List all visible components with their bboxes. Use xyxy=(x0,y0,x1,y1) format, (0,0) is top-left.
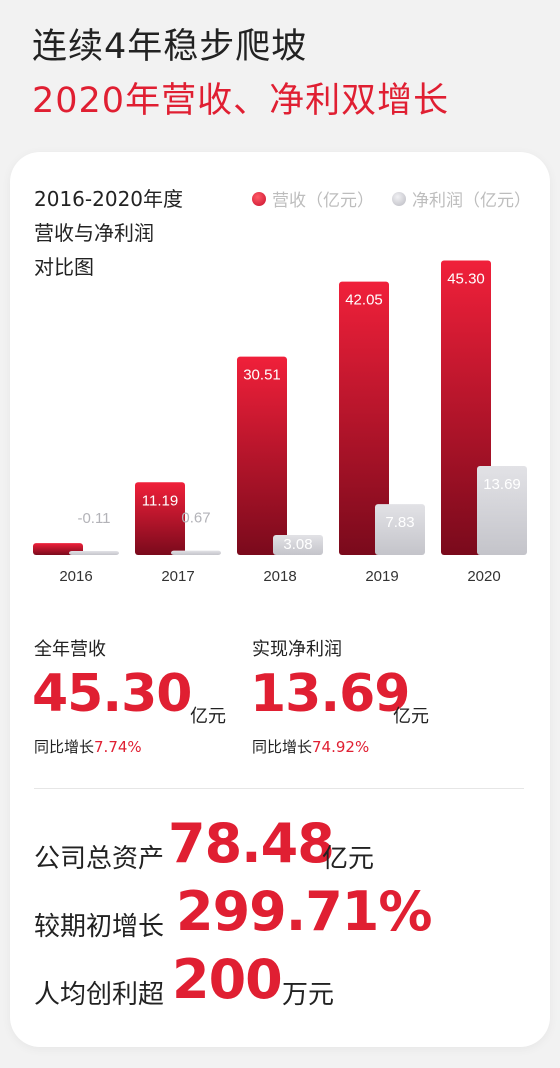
profit-bar-2020 xyxy=(477,466,527,555)
revenue-growth-prefix: 同比增长 xyxy=(34,738,95,756)
revenue-value-label-2017: 11.19 xyxy=(142,492,178,509)
revenue-value-label-2019: 42.05 xyxy=(345,292,383,309)
profit-growth: 同比增长74.92% xyxy=(252,736,369,757)
profit-bar-2018 xyxy=(273,534,323,555)
revenue-bar-2019 xyxy=(339,281,389,555)
legend-profit-dot xyxy=(392,191,406,206)
profit-value-label-2017: 0.67 xyxy=(181,510,210,527)
revenue-label: 全年营收 xyxy=(34,639,106,660)
profit-value-label-2016: -0.11 xyxy=(77,510,110,527)
x-tick-2018: 2018 xyxy=(263,568,296,585)
total-assets-unit: 亿元 xyxy=(322,844,375,874)
legend-revenue-dot xyxy=(252,191,266,206)
revenue-growth: 同比增长7.74% xyxy=(34,736,142,757)
asset-growth-value: 299.71% xyxy=(176,880,432,943)
revenue-value: 45.30 xyxy=(32,664,192,724)
profit-value-label-2018: 3.08 xyxy=(283,536,312,553)
x-tick-2017: 2017 xyxy=(161,568,194,585)
legend-revenue-label: 营收（亿元） xyxy=(272,191,374,211)
per-capita-label: 人均创利超 xyxy=(34,980,165,1010)
per-capita-value: 200 xyxy=(172,948,283,1011)
total-assets-label: 公司总资产 xyxy=(34,844,165,874)
x-tick-2020: 2020 xyxy=(467,568,500,585)
profit-value-label-2019: 7.83 xyxy=(385,514,414,531)
page-subtitle: 2020年营收、净利双增长 xyxy=(32,81,450,121)
chart-title: 2016-2020年度 营收与净利润 对比图 xyxy=(34,187,184,279)
legend-profit-label: 净利润（亿元） xyxy=(412,191,531,211)
legend-revenue: 营收（亿元） xyxy=(252,186,374,211)
profit-label: 实现净利润 xyxy=(252,639,342,660)
profit-bar-2016 xyxy=(69,551,119,555)
profit-growth-prefix: 同比增长 xyxy=(252,738,313,756)
asset-growth-label: 较期初增长 xyxy=(34,912,165,942)
profit-bar-2017 xyxy=(171,550,221,555)
revenue-unit: 亿元 xyxy=(190,706,226,727)
revenue-growth-value: 7.74% xyxy=(94,738,142,756)
revenue-value-label-2020: 45.30 xyxy=(447,271,485,288)
revenue-bar-2018 xyxy=(237,356,287,555)
revenue-bar-2017 xyxy=(135,482,185,555)
profit-value-label-2020: 13.69 xyxy=(483,476,521,493)
profit-unit: 亿元 xyxy=(393,706,429,727)
per-capita-unit: 万元 xyxy=(282,980,335,1010)
total-assets-value: 78.48 xyxy=(168,812,335,875)
x-tick-2019: 2019 xyxy=(365,568,398,585)
profit-value: 13.69 xyxy=(250,664,410,724)
bar-chart: 1.83 -0.11 2016 11.190.67 2017 30.51 3.08 2018 4… xyxy=(33,260,527,585)
page-title: 连续4年稳步爬坡 xyxy=(32,27,308,67)
divider xyxy=(34,788,524,789)
profit-growth-value: 74.92% xyxy=(312,738,370,756)
profit-bar-2019 xyxy=(375,504,425,555)
revenue-value-label-2018: 30.51 xyxy=(243,367,281,384)
x-tick-2016: 2016 xyxy=(59,568,92,585)
revenue-value-label-2016: 1.83 xyxy=(43,553,72,570)
legend-profit: 净利润（亿元） xyxy=(392,186,531,211)
